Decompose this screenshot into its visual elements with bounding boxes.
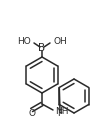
Text: B: B — [38, 43, 46, 53]
Text: NH: NH — [55, 107, 68, 117]
Text: HO: HO — [17, 37, 31, 46]
Text: O: O — [28, 110, 35, 119]
Text: OH: OH — [53, 37, 67, 46]
Text: F: F — [57, 110, 62, 119]
